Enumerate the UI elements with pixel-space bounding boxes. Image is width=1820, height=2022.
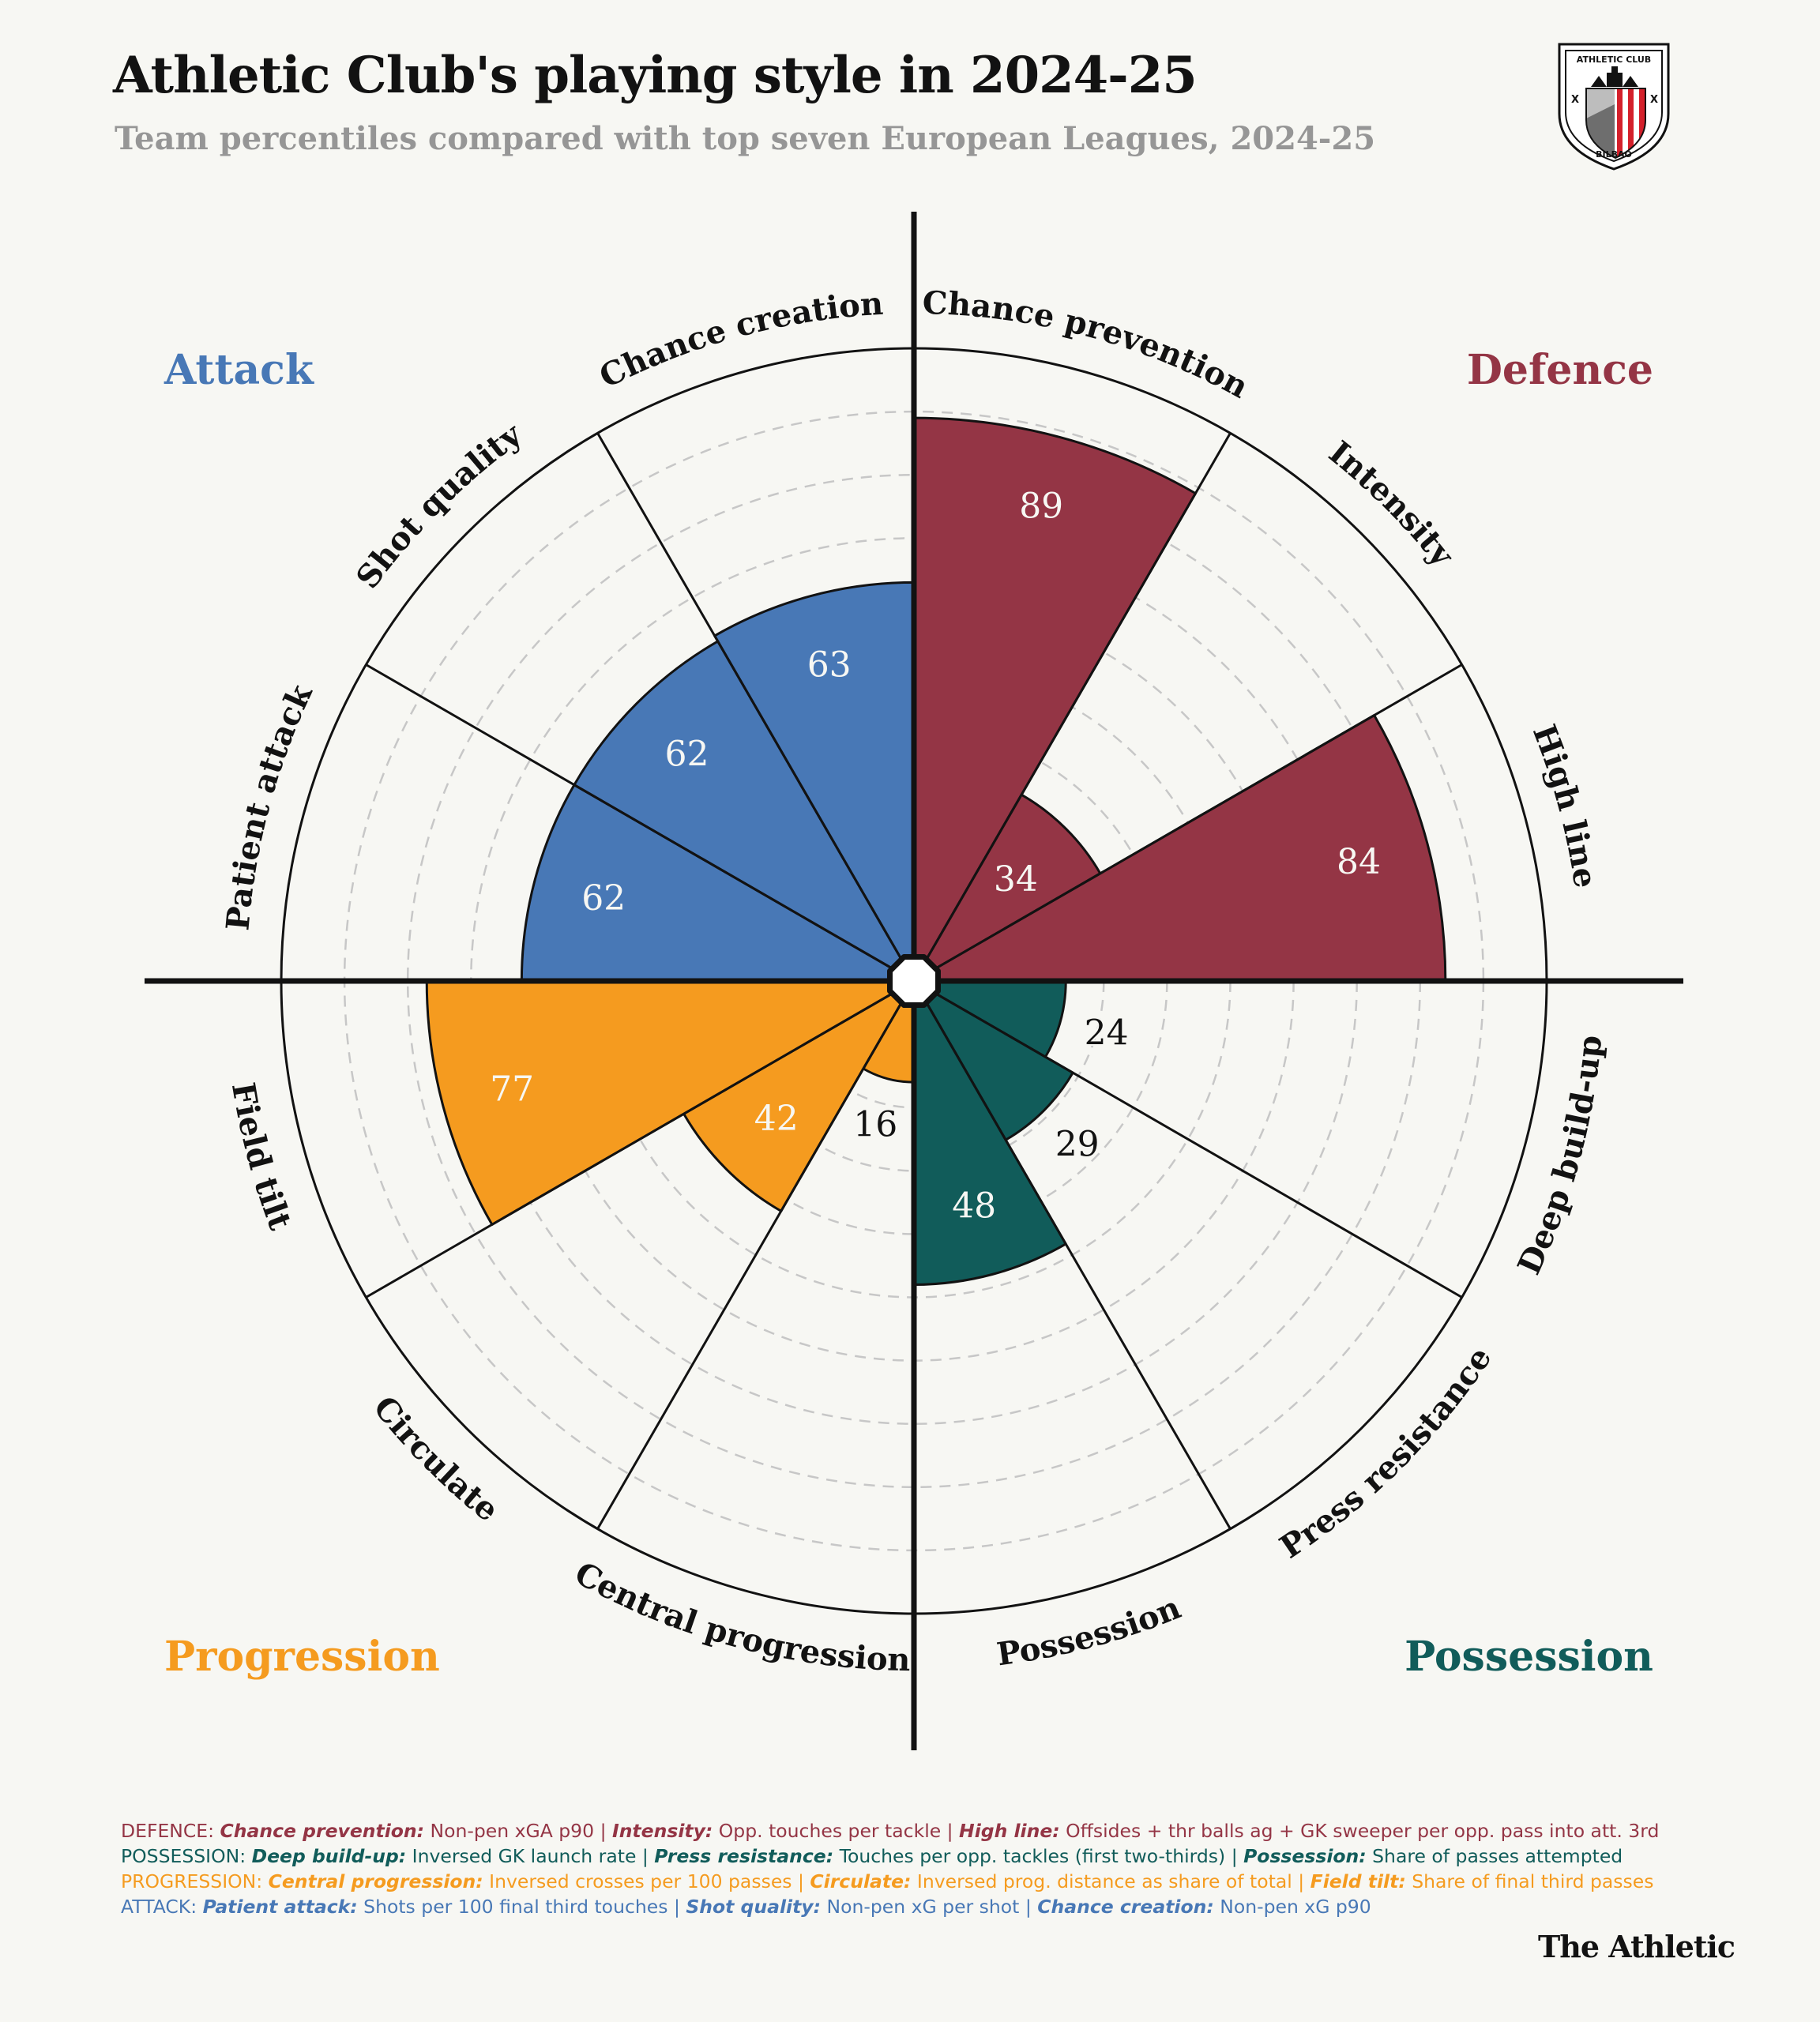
sector-divider-11 [596,432,916,982]
chart-subtitle: Team percentiles compared with top seven… [115,120,1376,157]
note-description: Opp. touches per tackle [713,1820,942,1842]
sector-divider-1 [912,432,1232,982]
value-label-press-resistance: 29 [1055,1125,1100,1165]
crest-bottom-text: BILBAO [1596,149,1632,160]
value-label-intensity: 34 [994,859,1038,900]
note-description: Non-pen xG per shot [821,1896,1020,1918]
note-term: Patient attack: [202,1896,358,1918]
value-label-patient-attack: 62 [581,878,626,919]
note-line-progression: PROGRESSION: Central progression: Invers… [121,1870,1654,1892]
note-term: Chance prevention: [220,1820,425,1842]
athletic-club-crest-icon: ATHLETIC CLUB X X BILBAO [1558,43,1670,171]
category-label-attack: Attack [164,346,314,394]
sector-divider-5 [912,980,1232,1530]
the-athletic-logo: The Athletic [1537,1929,1735,1964]
note-prefix: DEFENCE: [121,1820,220,1842]
value-label-circulate: 42 [754,1099,799,1139]
note-term: Intensity: [611,1820,713,1842]
value-label-chance-prevention: 89 [1019,486,1063,526]
center-hub [887,954,941,1008]
svg-text:X: X [1650,94,1658,106]
sector-divider-7 [596,980,916,1530]
bars [425,416,1447,1286]
category-label-progression: Progression [164,1633,440,1681]
metric-definitions: DEFENCE: Chance prevention: Non-pen xGA … [121,1818,1748,1919]
note-description: Inversed GK launch rate [406,1845,637,1867]
note-description: Share of passes attempted [1366,1845,1623,1867]
note-description: Offsides + thr balls ag + GK sweeper per… [1059,1820,1660,1842]
value-labels: 89 34 84 24 29 48 16 42 77 62 62 63 [488,484,1382,1227]
note-line-possession: POSSESSION: Deep build-up: Inversed GK l… [121,1845,1623,1867]
note-line-attack: ATTACK: Patient attack: Shots per 100 fi… [121,1896,1371,1918]
sector-divider-10 [365,663,915,983]
note-term: Shot quality: [686,1896,822,1918]
sector-divider-4 [913,979,1463,1299]
category-labels: Defence Possession Progression Attack [164,346,1653,1681]
note-term: High line: [959,1820,1060,1842]
bar-circulate [682,979,916,1212]
value-label-high-line: 84 [1337,842,1381,882]
bar-press-resistance [912,979,1074,1141]
bar-patient-attack [520,784,916,983]
bar-shot-quality [573,640,916,983]
svg-text:X: X [1571,94,1579,106]
note-description: Inversed crosses per 100 passes [483,1870,792,1892]
note-term: Possession: [1243,1845,1367,1867]
note-prefix: POSSESSION: [121,1845,252,1867]
value-label-central-progression: 16 [853,1105,897,1145]
value-label-shot-quality: 62 [665,735,709,775]
bar-intensity [912,793,1102,983]
note-description: Non-pen xG p90 [1213,1896,1371,1918]
sector-divider-8 [365,979,915,1299]
note-line-defence: DEFENCE: Chance prevention: Non-pen xGA … [121,1820,1660,1842]
note-term: Press resistance: [654,1845,834,1867]
bar-high-line [912,714,1447,983]
value-label-field-tilt: 77 [490,1069,534,1109]
note-prefix: PROGRESSION: [121,1870,269,1892]
crest-top-text: ATHLETIC CLUB [1577,54,1651,65]
note-term: Central progression: [268,1870,483,1892]
note-term: Field tilt: [1310,1870,1406,1892]
center-octagon-icon [887,954,941,1008]
note-description: Non-pen xGA p90 [424,1820,595,1842]
note-description: Shots per 100 final third touches [357,1896,668,1918]
bar-chance-prevention [912,416,1197,983]
note-term: Chance creation: [1037,1896,1214,1918]
bar-possession [912,979,1067,1286]
value-label-possession: 48 [952,1186,996,1226]
value-label-chance-creation: 63 [807,645,852,686]
chart-title: Athletic Club's playing style in 2024-25 [113,46,1198,105]
category-label-defence: Defence [1467,346,1653,394]
sector-divider-2 [913,663,1463,983]
note-term: Circulate: [810,1870,912,1892]
metric-label-field-tilt: Field tilt [224,1080,299,1235]
note-description: Touches per opp. tackles (first two-thir… [833,1845,1226,1867]
bar-field-tilt [425,979,916,1226]
category-label-possession: Possession [1404,1633,1653,1681]
note-description: Share of final third passes [1405,1870,1654,1892]
note-description: Inversed prog. distance as share of tota… [911,1870,1292,1892]
value-label-deep-build-up: 24 [1085,1013,1129,1053]
note-term: Deep build-up: [251,1845,407,1867]
note-prefix: ATTACK: [121,1896,203,1918]
bar-chance-creation [713,581,916,983]
